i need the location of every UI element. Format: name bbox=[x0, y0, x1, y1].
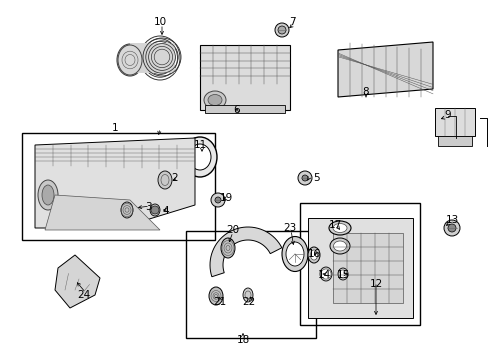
Text: 15: 15 bbox=[336, 270, 349, 280]
Text: 16: 16 bbox=[307, 249, 320, 259]
Ellipse shape bbox=[337, 268, 347, 280]
Text: 8: 8 bbox=[362, 87, 368, 97]
Ellipse shape bbox=[329, 238, 349, 254]
Ellipse shape bbox=[328, 221, 350, 235]
Text: 24: 24 bbox=[77, 290, 90, 300]
Text: 17: 17 bbox=[328, 220, 341, 230]
Text: 18: 18 bbox=[236, 335, 249, 345]
Polygon shape bbox=[209, 227, 281, 277]
Ellipse shape bbox=[208, 287, 223, 305]
Ellipse shape bbox=[183, 137, 217, 177]
Text: 19: 19 bbox=[219, 193, 232, 203]
Text: 10: 10 bbox=[153, 17, 166, 27]
Ellipse shape bbox=[203, 91, 225, 109]
Ellipse shape bbox=[117, 44, 142, 76]
Ellipse shape bbox=[333, 241, 346, 251]
Polygon shape bbox=[337, 42, 432, 97]
Circle shape bbox=[274, 23, 288, 37]
Bar bbox=[299, 203, 419, 325]
Circle shape bbox=[447, 224, 455, 232]
Circle shape bbox=[320, 269, 330, 279]
Polygon shape bbox=[55, 255, 100, 308]
Ellipse shape bbox=[282, 237, 307, 271]
Ellipse shape bbox=[310, 250, 317, 260]
Ellipse shape bbox=[158, 171, 172, 189]
Circle shape bbox=[338, 270, 346, 278]
Bar bbox=[200, 45, 289, 110]
Ellipse shape bbox=[307, 247, 319, 263]
Text: 3: 3 bbox=[144, 202, 151, 212]
Bar bbox=[307, 218, 412, 318]
Bar bbox=[22, 133, 215, 240]
Circle shape bbox=[210, 193, 224, 207]
Text: 22: 22 bbox=[242, 297, 255, 307]
Ellipse shape bbox=[189, 144, 210, 170]
Circle shape bbox=[302, 175, 307, 181]
Text: 12: 12 bbox=[368, 279, 382, 289]
Polygon shape bbox=[45, 195, 160, 230]
Circle shape bbox=[151, 206, 159, 214]
Ellipse shape bbox=[243, 288, 252, 302]
Bar bbox=[434, 108, 474, 136]
Text: 13: 13 bbox=[445, 215, 458, 225]
Text: 23: 23 bbox=[283, 223, 296, 233]
Bar bbox=[437, 136, 471, 146]
Text: 9: 9 bbox=[444, 110, 450, 120]
Bar bbox=[332, 233, 402, 303]
Ellipse shape bbox=[207, 94, 222, 105]
Circle shape bbox=[278, 26, 285, 34]
Bar bbox=[185, 231, 315, 338]
Ellipse shape bbox=[38, 180, 58, 210]
Circle shape bbox=[443, 220, 459, 236]
Bar bbox=[130, 43, 175, 73]
Text: 6: 6 bbox=[233, 105, 240, 115]
Ellipse shape bbox=[150, 204, 160, 216]
Text: 1: 1 bbox=[111, 123, 118, 133]
Text: 20: 20 bbox=[226, 225, 239, 235]
Polygon shape bbox=[35, 138, 195, 228]
Text: 4: 4 bbox=[163, 206, 169, 216]
Text: 11: 11 bbox=[193, 140, 206, 150]
Circle shape bbox=[297, 171, 311, 185]
Text: 2: 2 bbox=[171, 173, 178, 183]
Ellipse shape bbox=[118, 45, 142, 75]
Bar bbox=[204, 105, 285, 113]
Ellipse shape bbox=[42, 185, 54, 205]
Circle shape bbox=[215, 197, 221, 203]
Ellipse shape bbox=[285, 242, 304, 266]
Text: 14: 14 bbox=[317, 270, 330, 280]
Ellipse shape bbox=[221, 238, 235, 258]
Ellipse shape bbox=[121, 202, 133, 218]
Text: 21: 21 bbox=[213, 297, 226, 307]
Ellipse shape bbox=[332, 224, 346, 233]
Text: 7: 7 bbox=[288, 17, 295, 27]
Ellipse shape bbox=[319, 267, 331, 281]
Text: 5: 5 bbox=[312, 173, 319, 183]
